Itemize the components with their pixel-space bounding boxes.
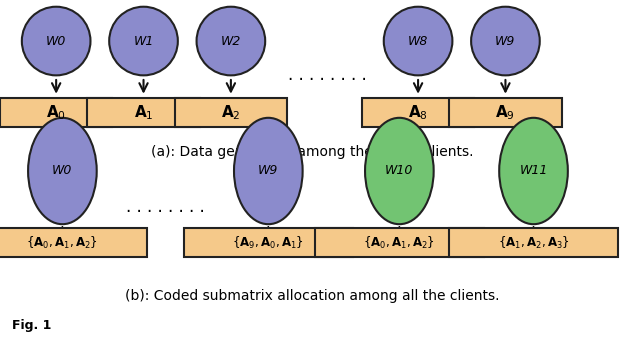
Text: Fig. 1: Fig. 1 <box>12 319 52 332</box>
Ellipse shape <box>109 7 178 75</box>
Ellipse shape <box>28 118 97 224</box>
Ellipse shape <box>234 118 303 224</box>
Text: W8: W8 <box>408 35 428 48</box>
FancyBboxPatch shape <box>362 98 474 127</box>
Ellipse shape <box>384 7 452 75</box>
Text: $\{\mathbf{A}_0, \mathbf{A}_1, \mathbf{A}_2\}$: $\{\mathbf{A}_0, \mathbf{A}_1, \mathbf{A… <box>363 235 436 251</box>
Text: $\mathbf{A}_2$: $\mathbf{A}_2$ <box>221 104 241 122</box>
Text: $\{\mathbf{A}_1, \mathbf{A}_2, \mathbf{A}_3\}$: $\{\mathbf{A}_1, \mathbf{A}_2, \mathbf{A… <box>497 235 570 251</box>
Text: $\{\mathbf{A}_0, \mathbf{A}_1, \mathbf{A}_2\}$: $\{\mathbf{A}_0, \mathbf{A}_1, \mathbf{A… <box>26 235 99 251</box>
FancyBboxPatch shape <box>175 98 287 127</box>
Text: W2: W2 <box>221 35 241 48</box>
FancyBboxPatch shape <box>449 98 562 127</box>
FancyBboxPatch shape <box>0 228 147 258</box>
Text: W9: W9 <box>495 35 515 48</box>
Ellipse shape <box>22 7 90 75</box>
Text: W1: W1 <box>134 35 154 48</box>
Ellipse shape <box>197 7 265 75</box>
Ellipse shape <box>365 118 434 224</box>
Text: . . . . . . . .: . . . . . . . . <box>288 66 367 84</box>
Text: W9: W9 <box>258 165 278 177</box>
Ellipse shape <box>499 118 568 224</box>
Ellipse shape <box>471 7 540 75</box>
Text: $\mathbf{A}_1$: $\mathbf{A}_1$ <box>134 104 154 122</box>
Text: W10: W10 <box>385 165 414 177</box>
FancyBboxPatch shape <box>184 228 353 258</box>
Text: W0: W0 <box>52 165 72 177</box>
FancyBboxPatch shape <box>87 98 200 127</box>
Text: . . . . . . . .: . . . . . . . . <box>126 198 205 216</box>
FancyBboxPatch shape <box>315 228 484 258</box>
Text: $\{\mathbf{A}_9, \mathbf{A}_0, \mathbf{A}_1\}$: $\{\mathbf{A}_9, \mathbf{A}_0, \mathbf{A… <box>232 235 305 251</box>
Text: $\mathbf{A}_8$: $\mathbf{A}_8$ <box>408 104 428 122</box>
Text: (b): Coded submatrix allocation among all the clients.: (b): Coded submatrix allocation among al… <box>125 289 499 303</box>
FancyBboxPatch shape <box>0 98 112 127</box>
Text: $\mathbf{A}_0$: $\mathbf{A}_0$ <box>46 104 66 122</box>
Text: $\mathbf{A}_9$: $\mathbf{A}_9$ <box>495 104 515 122</box>
Text: W11: W11 <box>519 165 548 177</box>
Text: (a): Data generation among the active clients.: (a): Data generation among the active cl… <box>151 145 473 159</box>
FancyBboxPatch shape <box>449 228 618 258</box>
Text: W0: W0 <box>46 35 66 48</box>
